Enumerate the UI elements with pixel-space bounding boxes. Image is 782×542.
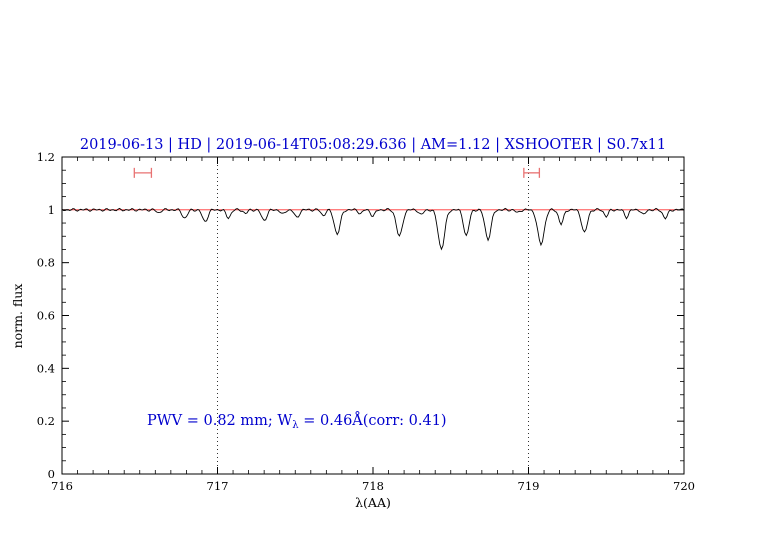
y-tick-label: 1 — [48, 203, 55, 217]
x-tick-label: 718 — [362, 479, 384, 493]
plot-generated-layer: 716 717 718 719 720 0 0.2 0.4 0.6 0.8 1 1.2 — [37, 150, 695, 493]
pwv-annotation-prefix: PWV = 0.82 mm; W — [147, 413, 292, 429]
x-axis-label: λ(AA) — [355, 495, 391, 510]
y-tick-label: 0 — [48, 467, 55, 481]
y-tick-label: 0.6 — [37, 309, 55, 323]
y-axis-label: norm. flux — [10, 284, 25, 349]
x-tick-label: 716 — [51, 479, 73, 493]
x-tick-label: 719 — [518, 479, 540, 493]
y-tick-label: 0.4 — [37, 361, 55, 375]
pwv-annotation-suffix: = 0.46Å(corr: 0.41) — [299, 411, 447, 429]
y-tick-label: 1.2 — [37, 150, 55, 164]
x-tick-label: 717 — [207, 479, 229, 493]
plot-title: 2019-06-13 | HD | 2019-06-14T05:08:29.63… — [80, 137, 666, 153]
spectrum-line — [61, 207, 685, 251]
pwv-annotation-subscript: λ — [292, 420, 299, 431]
y-tick-label: 0.8 — [37, 256, 55, 270]
y-tick-label: 0.2 — [37, 414, 55, 428]
pwv-annotation: PWV = 0.82 mm; Wλ = 0.46Å(corr: 0.41) — [147, 411, 447, 431]
x-tick-label: 720 — [673, 479, 695, 493]
